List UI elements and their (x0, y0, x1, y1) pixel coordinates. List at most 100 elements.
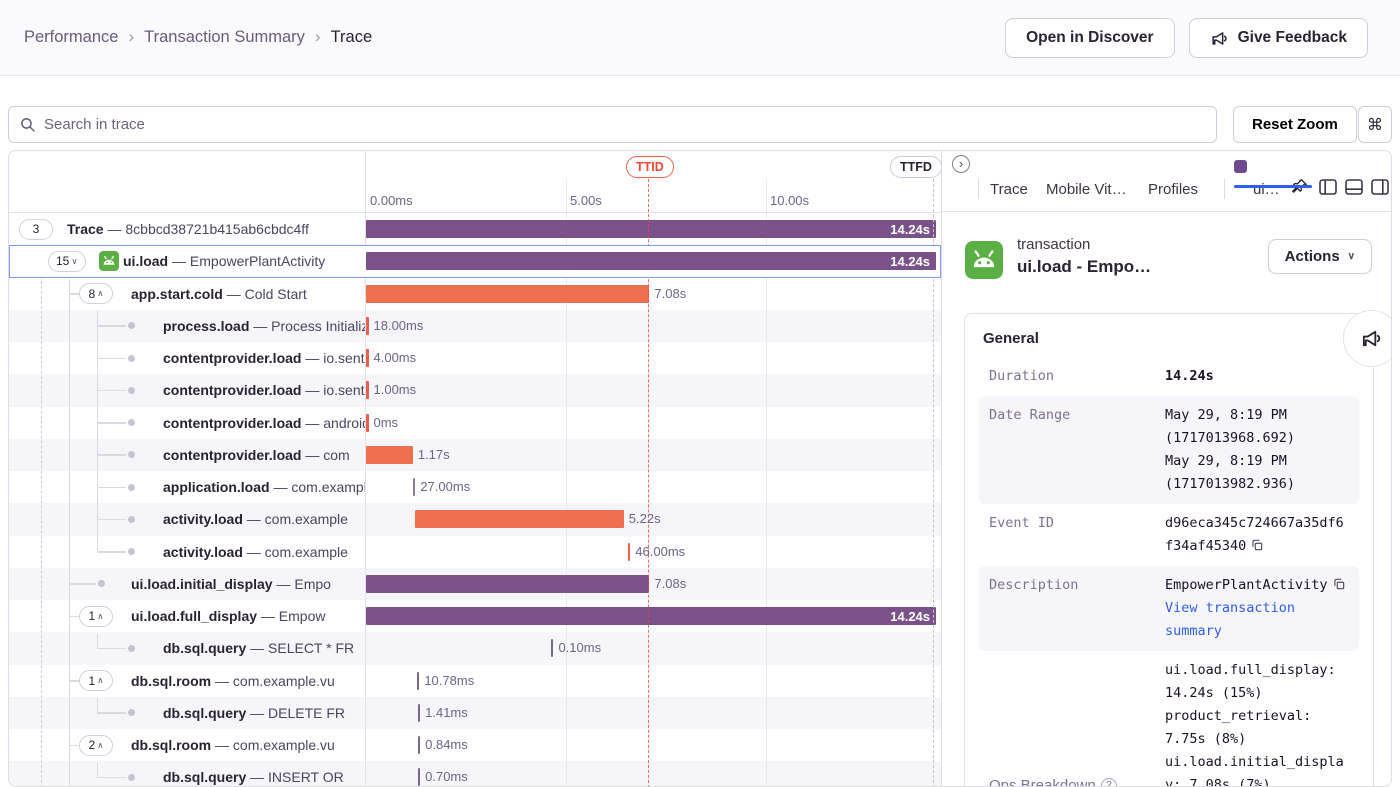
trace-row-db.sql.query[interactable]: db.sql.query — DELETE FR1.41ms (9, 697, 941, 729)
span-children-badge[interactable]: 15∨ (48, 251, 86, 272)
feedback-float-button[interactable] (1343, 310, 1392, 367)
span-bar[interactable] (628, 543, 631, 561)
active-tab-underline (1234, 185, 1312, 188)
span-tree-cell: 15∨ ui.load — EmpowerPlantActivity (9, 245, 365, 277)
axis-tick-label: 5.00s (570, 193, 602, 208)
trace-row-app.start.cold[interactable]: 8∧app.start.cold — Cold Start7.08s (9, 278, 941, 310)
tree-leaf-dot (128, 322, 135, 329)
view-transaction-summary-link[interactable]: summary (1165, 620, 1349, 643)
span-tree-cell: ui.load.initial_display — Empo (9, 568, 365, 600)
detail-value: EmpowerPlantActivityView transactionsumm… (1165, 574, 1349, 643)
span-bar[interactable] (418, 768, 421, 786)
copy-icon[interactable] (1250, 538, 1264, 552)
tab-profiles[interactable]: Profiles (1148, 175, 1198, 205)
span-tree-cell: db.sql.query — INSERT OR (9, 761, 365, 787)
ttfd-badge[interactable]: TTFD (890, 156, 942, 178)
detail-label: Duration (989, 365, 1157, 387)
span-duration-label: 27.00ms (420, 471, 470, 503)
span-row-label: contentprovider.load — androidx (163, 407, 365, 439)
span-tree-cell: 1∧ui.load.full_display — Empow (9, 600, 365, 632)
tab-trace[interactable]: Trace (990, 175, 1028, 205)
reset-zoom-button[interactable]: Reset Zoom (1233, 106, 1357, 143)
span-bar[interactable] (366, 349, 369, 367)
span-bar[interactable] (413, 478, 416, 496)
tree-leaf-dot (128, 355, 135, 362)
breadcrumb-performance[interactable]: Performance (24, 28, 118, 47)
tree-connector (97, 390, 126, 392)
span-children-badge[interactable]: 1∧ (79, 606, 113, 627)
span-bar[interactable] (366, 575, 649, 593)
open-in-discover-button[interactable]: Open in Discover (1005, 18, 1174, 58)
tab-pinned-transaction[interactable]: ui… (1253, 175, 1280, 205)
span-bar[interactable] (366, 285, 649, 303)
trace-detail-panel: › Trace Mobile Vit… Profiles ui… (941, 151, 1392, 787)
trace-row-contentprovider.load[interactable]: contentprovider.load — io.sentry1.00ms (9, 374, 941, 406)
trace-row-contentprovider.load[interactable]: contentprovider.load — androidx0ms (9, 407, 941, 439)
trace-row-db.sql.query[interactable]: db.sql.query — INSERT OR 0.70ms (9, 761, 941, 787)
span-children-badge[interactable]: 1∧ (79, 670, 113, 691)
give-feedback-button[interactable]: Give Feedback (1189, 18, 1368, 58)
trace-row-db.sql.room[interactable]: 1∧db.sql.room — com.example.vu10.78ms (9, 665, 941, 697)
shortcut-button[interactable]: ⌘ (1358, 106, 1392, 143)
span-row-label: db.sql.query — INSERT OR (163, 761, 344, 787)
detail-value: 14.24s (1165, 365, 1349, 388)
layout-bottom-drawer-icon[interactable] (1345, 179, 1363, 195)
trace-row-ui.load.initial_display[interactable]: ui.load.initial_display — Empo7.08s (9, 568, 941, 600)
tree-leaf-dot (128, 516, 135, 523)
span-bar[interactable] (417, 672, 420, 690)
span-row-label: Trace — 8cbbcd38721b415ab6cbdc4ff (67, 213, 309, 245)
trace-row-contentprovider.load[interactable]: contentprovider.load — com1.17s (9, 439, 941, 471)
layout-left-drawer-icon[interactable] (1319, 179, 1337, 195)
detail-row-date-range: Date RangeMay 29, 8:19 PM(1717013968.692… (979, 396, 1359, 504)
span-tree-cell: 1∧db.sql.room — com.example.vu (9, 665, 365, 697)
span-row-label: process.load — Process Initialization (163, 310, 365, 342)
trace-row-process.load[interactable]: process.load — Process Initialization18.… (9, 310, 941, 342)
span-bar[interactable]: 14.24s (366, 220, 936, 238)
trace-row-db.sql.room[interactable]: 2∧db.sql.room — com.example.vu0.84ms (9, 729, 941, 761)
trace-row-activity.load[interactable]: activity.load — com.example5.22s (9, 503, 941, 535)
span-tree-cell: db.sql.query — DELETE FR (9, 697, 365, 729)
general-section: General Duration14.24sDate RangeMay 29, … (964, 313, 1374, 787)
span-bar[interactable] (366, 414, 369, 432)
span-bar[interactable] (418, 736, 421, 754)
pinned-tab-swatch[interactable] (1234, 160, 1247, 173)
tree-connector (97, 519, 126, 521)
tab-mobile-vit-[interactable]: Mobile Vit… (1046, 175, 1127, 205)
trace-row-contentprovider.load[interactable]: contentprovider.load — io.sentry4.00ms (9, 342, 941, 374)
expand-panel-icon[interactable]: › (952, 155, 970, 173)
span-bar[interactable] (366, 381, 369, 399)
trace-row-ui.load[interactable]: 15∨ ui.load — EmpowerPlantActivity14.24s (9, 245, 941, 277)
copy-icon[interactable] (1332, 577, 1346, 591)
trace-row-db.sql.query[interactable]: db.sql.query — SELECT * FR0.10ms (9, 632, 941, 664)
span-duration-label: 0.70ms (425, 761, 468, 787)
breadcrumb-transaction-summary[interactable]: Transaction Summary (144, 28, 305, 47)
help-icon[interactable]: ? (1101, 778, 1117, 787)
give-feedback-label: Give Feedback (1238, 29, 1347, 47)
span-children-badge[interactable]: 8∧ (79, 283, 113, 304)
span-bar[interactable]: 14.24s (366, 252, 936, 270)
span-bar[interactable] (415, 510, 624, 528)
android-platform-icon (99, 251, 119, 271)
ttid-badge[interactable]: TTID (626, 156, 674, 178)
breadcrumb-current: Trace (331, 28, 373, 47)
span-bar[interactable] (366, 317, 369, 335)
span-bar[interactable] (551, 639, 554, 657)
span-bar[interactable] (418, 704, 421, 722)
timeline-header-divider (9, 212, 941, 213)
span-children-badge[interactable]: 3 (19, 219, 53, 240)
span-row-label: application.load — com.example (163, 471, 365, 503)
trace-row-Trace[interactable]: 3 Trace — 8cbbcd38721b415ab6cbdc4ff 14.24s (9, 213, 941, 245)
android-platform-icon (965, 241, 1003, 279)
actions-button[interactable]: Actions∨ (1268, 239, 1372, 274)
view-transaction-summary-link[interactable]: View transaction (1165, 597, 1349, 620)
span-children-badge[interactable]: 2∧ (79, 735, 113, 756)
span-bar[interactable]: 14.24s (366, 607, 936, 625)
layout-right-drawer-icon[interactable] (1371, 179, 1389, 195)
trace-row-activity.load[interactable]: activity.load — com.example46.00ms (9, 536, 941, 568)
search-input[interactable] (44, 116, 1206, 133)
trace-row-application.load[interactable]: application.load — com.example 27.00ms (9, 471, 941, 503)
span-bar[interactable] (366, 446, 413, 464)
trace-row-ui.load.full_display[interactable]: 1∧ui.load.full_display — Empow14.24s (9, 600, 941, 632)
tree-leaf-dot (128, 387, 135, 394)
detail-label: Ops Breakdown? (989, 775, 1157, 787)
